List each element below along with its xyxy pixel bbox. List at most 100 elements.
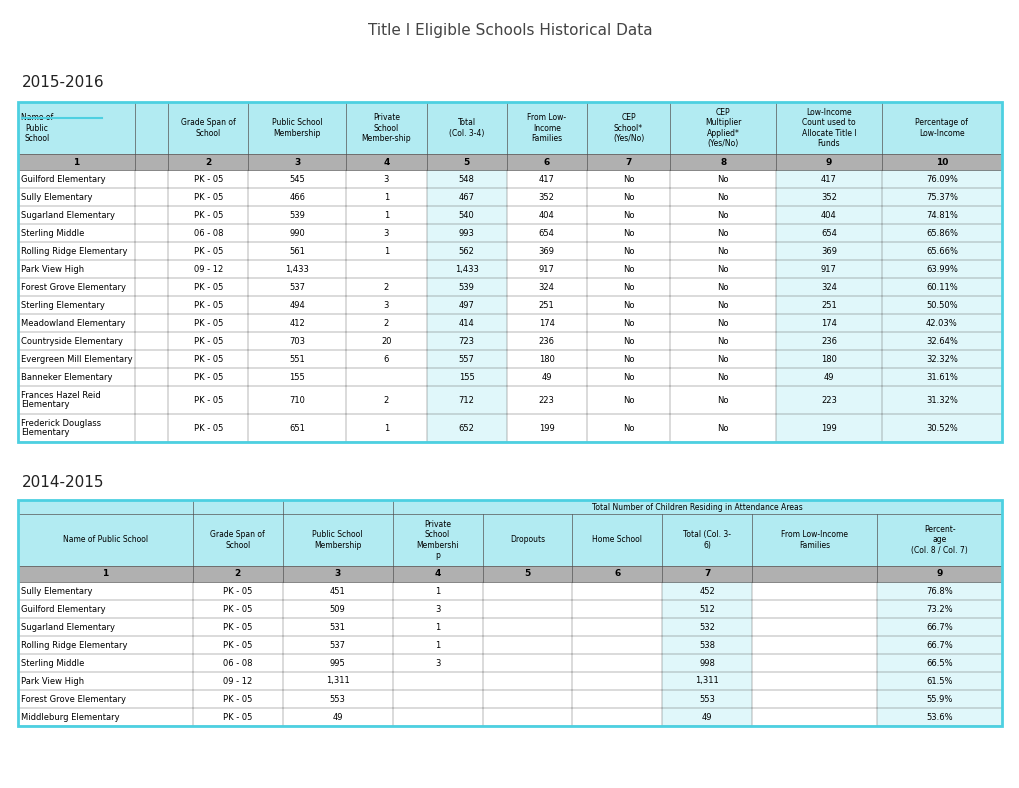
Text: Sterling Elementary: Sterling Elementary	[21, 300, 105, 310]
Text: 412: 412	[289, 318, 305, 328]
Text: Name of
Public
School: Name of Public School	[21, 113, 53, 143]
Bar	[168, 154, 249, 170]
Bar	[193, 708, 282, 726]
Bar	[880, 332, 1001, 350]
Bar	[135, 414, 168, 442]
Bar	[880, 224, 1001, 242]
Text: 55.9%: 55.9%	[925, 694, 952, 704]
Text: 49: 49	[541, 373, 551, 381]
Text: 236: 236	[538, 336, 554, 345]
Bar	[193, 654, 282, 672]
Bar	[669, 296, 775, 314]
Text: 369: 369	[538, 247, 554, 255]
Bar	[168, 170, 249, 188]
Bar	[426, 386, 506, 414]
Bar	[669, 206, 775, 224]
Text: Name of Public School: Name of Public School	[63, 536, 148, 545]
Text: 2014-2015: 2014-2015	[22, 474, 104, 489]
Text: 417: 417	[538, 174, 554, 184]
Text: No: No	[716, 300, 729, 310]
Text: 1,311: 1,311	[325, 677, 350, 686]
Bar	[392, 636, 482, 654]
Bar	[346, 154, 426, 170]
Bar	[135, 260, 168, 278]
Text: 155: 155	[289, 373, 305, 381]
Bar	[669, 154, 775, 170]
Bar	[346, 314, 426, 332]
Text: 548: 548	[459, 174, 474, 184]
Bar	[168, 102, 249, 154]
Bar	[586, 414, 669, 442]
Bar	[506, 102, 586, 154]
Text: 1: 1	[434, 641, 440, 649]
Bar	[249, 242, 346, 260]
Text: PK - 05: PK - 05	[223, 712, 253, 722]
Text: 2015-2016: 2015-2016	[22, 75, 105, 90]
Text: No: No	[623, 423, 634, 433]
Bar	[426, 296, 506, 314]
Bar	[482, 582, 572, 600]
Bar	[876, 654, 1001, 672]
Bar	[586, 296, 669, 314]
Text: PK - 05: PK - 05	[194, 300, 223, 310]
Bar	[18, 672, 193, 690]
Bar	[18, 102, 1001, 442]
Bar	[572, 654, 661, 672]
Text: 65.66%: 65.66%	[925, 247, 957, 255]
Bar	[880, 188, 1001, 206]
Text: 3: 3	[383, 229, 389, 237]
Bar	[193, 600, 282, 618]
Text: 10: 10	[934, 158, 947, 166]
Bar	[18, 206, 135, 224]
Bar	[168, 242, 249, 260]
Bar	[426, 102, 506, 154]
Bar	[506, 368, 586, 386]
Bar	[346, 170, 426, 188]
Text: 30.52%: 30.52%	[925, 423, 957, 433]
Bar	[18, 654, 193, 672]
Text: 2: 2	[383, 396, 388, 404]
Text: 917: 917	[820, 265, 836, 273]
Bar	[482, 566, 572, 582]
Bar	[876, 708, 1001, 726]
Bar	[775, 350, 880, 368]
Text: No: No	[623, 247, 634, 255]
Text: 180: 180	[820, 355, 836, 363]
Bar	[426, 154, 506, 170]
Bar	[586, 102, 669, 154]
Text: From Low-
Income
Families: From Low- Income Families	[527, 113, 566, 143]
Text: 223: 223	[820, 396, 836, 404]
Bar	[669, 278, 775, 296]
Bar	[880, 242, 1001, 260]
Bar	[18, 224, 135, 242]
Bar	[18, 414, 135, 442]
Bar	[426, 170, 506, 188]
Text: Sterling Middle: Sterling Middle	[21, 229, 85, 237]
Bar	[775, 224, 880, 242]
Text: Forest Grove Elementary: Forest Grove Elementary	[21, 283, 126, 292]
Bar	[426, 368, 506, 386]
Bar	[506, 188, 586, 206]
Bar	[168, 224, 249, 242]
Bar	[249, 368, 346, 386]
Text: 324: 324	[538, 283, 554, 292]
Text: 6: 6	[613, 570, 620, 578]
Bar	[168, 332, 249, 350]
Bar	[249, 260, 346, 278]
Bar	[482, 636, 572, 654]
Text: 998: 998	[699, 659, 714, 667]
Bar	[282, 514, 392, 566]
Text: 1: 1	[102, 570, 108, 578]
Text: 155: 155	[459, 373, 474, 381]
Text: 917: 917	[538, 265, 554, 273]
Text: Park View High: Park View High	[21, 677, 84, 686]
Bar	[18, 102, 135, 154]
Text: Sully Elementary: Sully Elementary	[21, 586, 93, 596]
Text: No: No	[623, 229, 634, 237]
Text: 60.11%: 60.11%	[925, 283, 957, 292]
Text: No: No	[623, 396, 634, 404]
Bar	[586, 314, 669, 332]
Text: No: No	[716, 229, 729, 237]
Bar	[426, 242, 506, 260]
Bar	[346, 102, 426, 154]
